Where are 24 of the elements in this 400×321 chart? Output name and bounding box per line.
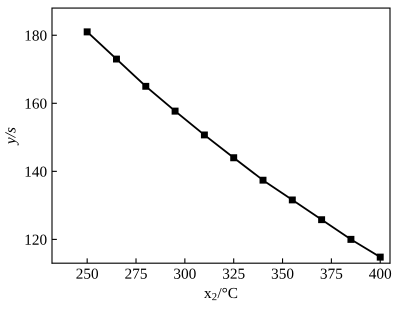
point (288, 196, 296, 204)
x-tick-label: 250 (76, 268, 98, 279)
point (376, 254, 384, 261)
y-tick-label: 140 (26, 166, 47, 177)
point (142, 82, 150, 90)
point (200, 131, 208, 138)
x-tick-label: 350 (272, 268, 294, 279)
y-tick-label: 120 (26, 234, 47, 245)
point (172, 108, 179, 115)
point (318, 216, 326, 224)
x-axis-title: x$_{2}$/°C (204, 288, 238, 300)
x-tick-label: 275 (125, 268, 147, 279)
point (84, 28, 91, 36)
point (347, 236, 354, 243)
y-axis-title: y/s (5, 128, 19, 146)
point (260, 176, 266, 184)
x-tick-label: 400 (369, 268, 392, 279)
x-tick-label: 300 (174, 268, 196, 279)
point (113, 56, 120, 63)
y-tick-label: 180 (26, 30, 47, 41)
x-tick-label: 375 (320, 268, 342, 279)
point (230, 154, 238, 162)
y-tick-label: 160 (26, 98, 47, 109)
x-tick-label: 325 (222, 268, 245, 279)
